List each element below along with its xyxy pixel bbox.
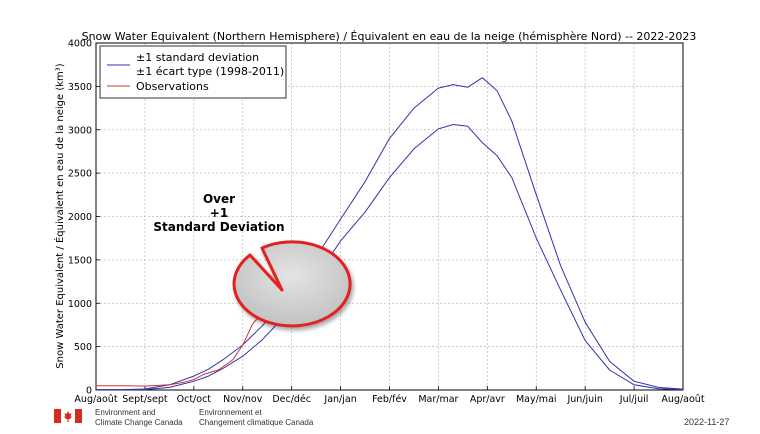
y-tick-label: 0 <box>86 386 92 397</box>
org-name-fr-line2: Changement climatique Canada <box>199 418 314 427</box>
x-tick-label: May/mai <box>516 394 557 405</box>
series-lines <box>96 77 684 391</box>
org-name-fr: Environnement et Changement climatique C… <box>199 408 313 428</box>
grid <box>96 43 683 390</box>
x-tick-label: Jun/juin <box>566 394 602 405</box>
org-name-en: Environment and Climate Change Canada <box>95 408 183 428</box>
callout-line-2: +1 <box>210 206 228 220</box>
callout-line-1: Over <box>203 192 235 206</box>
org-name-fr-line1: Environnement et <box>199 408 262 417</box>
legend: ±1 standard deviation ±1 écart type (199… <box>99 45 287 99</box>
y-tick-label: 4000 <box>68 39 92 50</box>
series-line-1 <box>96 124 684 391</box>
y-axis-label: Snow Water Equivalent / Équivalent en ea… <box>53 63 66 368</box>
y-tick-label: 2000 <box>68 212 92 223</box>
x-tick-label: Mar/mar <box>418 394 458 405</box>
org-name-en-line1: Environment and <box>95 408 156 417</box>
callout-bubble <box>232 240 352 328</box>
y-tick-label: 2500 <box>68 169 92 180</box>
y-tick-label: 1000 <box>68 299 92 310</box>
y-tick-label: 1500 <box>68 255 92 266</box>
callout-line-3: Standard Deviation <box>153 220 284 234</box>
y-tick-label: 3500 <box>68 82 92 93</box>
legend-label-obs: Observations <box>136 80 209 93</box>
series-line-0 <box>96 77 684 391</box>
y-ticks: 0 500 1000 1500 2000 2500 3000 3500 4000 <box>68 39 100 397</box>
y-tick-label: 3000 <box>68 125 92 136</box>
x-tick-label: Oct/oct <box>177 394 212 405</box>
series-line-2 <box>96 289 283 387</box>
callout-annotation <box>232 240 352 328</box>
x-tick-label: Feb/fév <box>372 394 407 405</box>
legend-label-std-en: ±1 standard deviation <box>136 51 259 64</box>
x-tick-label: Jul/juil <box>619 394 649 405</box>
x-tick-label: Aug/août <box>74 394 117 405</box>
x-ticks: Aug/août Sept/sept Oct/oct Nov/nov Dec/déc Ja… <box>74 386 705 405</box>
x-tick-label: Dec/déc <box>272 394 311 405</box>
x-tick-label: Sept/sept <box>122 394 168 405</box>
x-tick-label: Jan/jan <box>323 394 356 405</box>
canada-flag-logo <box>54 409 82 423</box>
x-tick-label: Apr/avr <box>470 394 505 405</box>
chart-title: Snow Water Equivalent (Northern Hemisphe… <box>82 30 697 43</box>
report-date: 2022-11-27 <box>684 417 730 427</box>
org-name-en-line2: Climate Change Canada <box>95 418 183 427</box>
legend-label-std-fr: ±1 écart type (1998-2011) <box>136 65 284 78</box>
y-tick-label: 500 <box>74 342 92 353</box>
legend-box <box>99 45 287 99</box>
x-tick-label: Aug/août <box>661 394 704 405</box>
x-tick-label: Nov/nov <box>223 394 263 405</box>
